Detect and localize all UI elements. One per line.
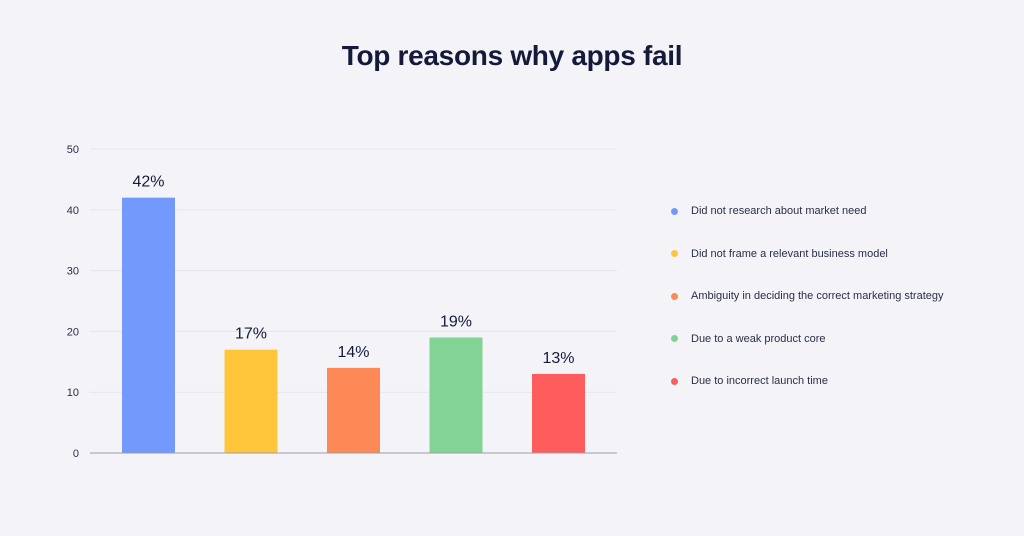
y-axis-tick-labels: 0 10 20 30 40 50 [67,144,79,460]
bar [224,349,278,453]
y-tick-label: 50 [67,144,79,156]
chart-title: Top reasons why apps fail [341,40,683,71]
legend-swatch [671,335,678,343]
bars [122,197,585,453]
data-labels: 42% 17% 14% 19% 13% [132,174,574,367]
legend-item: Did not frame a relevant business model [668,244,1008,264]
legend-swatch [671,377,678,385]
legend-item: Due to incorrect launch time [668,371,1008,391]
bar [429,337,483,453]
y-tick-label: 0 [73,448,79,460]
legend-item: Due to a weak product core [668,329,1008,349]
legend-label: Due to a weak product core [691,332,826,345]
bar-data-label: 13% [542,350,574,367]
bar-data-label: 19% [440,313,472,330]
legend-swatch [671,250,678,258]
legend: Did not research about market need Did no… [668,201,1008,414]
legend-item: Did not research about market need [668,201,1008,221]
legend-label: Due to incorrect launch time [691,375,828,388]
bar-data-label: 14% [337,344,369,361]
legend-label: Did not research about market need [691,205,867,217]
gridlines [90,148,617,393]
legend-item: Ambiguity in deciding the correct market… [668,286,1008,306]
y-tick-label: 40 [67,205,79,217]
legend-swatch [671,292,678,300]
bar [327,367,380,453]
legend-label: Ambiguity in deciding the correct market… [691,290,944,303]
y-tick-label: 30 [67,266,79,278]
legend-label: Did not frame a relevant business model [691,247,888,260]
bar-data-label: 17% [235,326,267,343]
bar [532,373,585,453]
bar-data-label: 42% [132,174,164,191]
y-tick-label: 20 [67,326,79,338]
y-tick-label: 10 [67,387,79,399]
legend-swatch [671,207,678,215]
bar [122,197,175,453]
